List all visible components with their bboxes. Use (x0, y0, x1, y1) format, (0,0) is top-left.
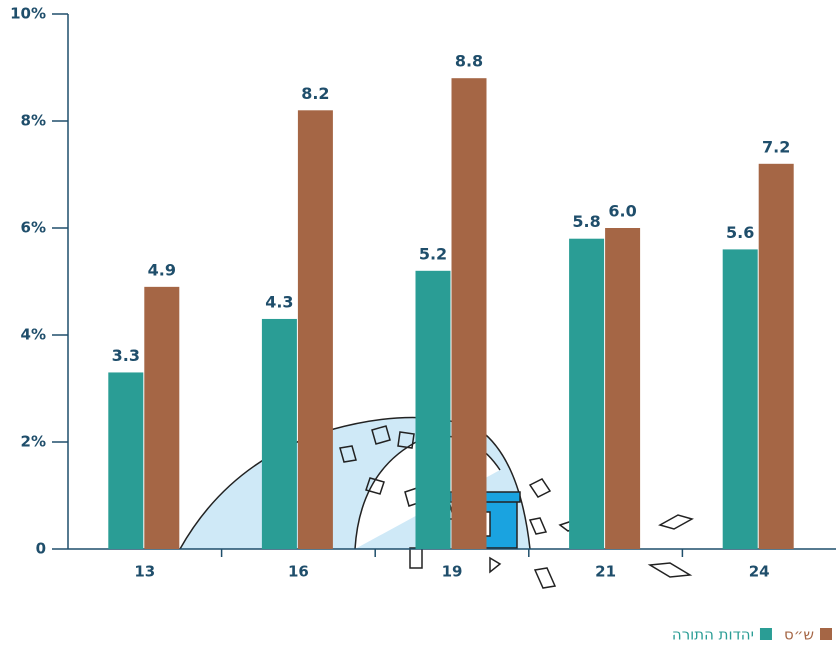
bar (297, 110, 333, 550)
bar (722, 249, 758, 549)
legend-label: יהדות התורה (672, 626, 754, 644)
x-tick-label: 13 (134, 563, 155, 581)
value-label: 3.3 (112, 346, 140, 365)
value-label: 4.3 (265, 292, 293, 311)
value-label: 7.2 (762, 137, 790, 156)
y-tick-label: 2% (21, 433, 46, 451)
y-tick-label: 10% (10, 5, 46, 23)
value-label: 5.2 (419, 244, 447, 263)
value-label: 8.2 (301, 84, 329, 103)
value-label: 8.8 (455, 52, 483, 71)
y-tick-label: 0 (36, 540, 46, 558)
legend-swatch (820, 628, 832, 640)
value-label: 6.0 (608, 202, 636, 221)
value-label: 5.8 (572, 212, 600, 231)
value-label: 4.9 (148, 260, 176, 279)
bar (108, 372, 144, 549)
bar (569, 238, 605, 549)
y-tick-label: 4% (21, 326, 46, 344)
y-tick-label: 6% (21, 219, 46, 237)
bar (451, 78, 487, 549)
x-tick-label: 19 (442, 563, 463, 581)
bar (144, 286, 180, 549)
x-tick-label: 16 (288, 563, 309, 581)
y-tick-label: 8% (21, 112, 46, 130)
bar (261, 318, 297, 549)
bar (605, 228, 641, 549)
bar (415, 270, 451, 549)
x-tick-label: 21 (595, 563, 616, 581)
legend-label: ש״ס (784, 626, 814, 644)
bar (758, 163, 794, 550)
legend-swatch (759, 628, 772, 640)
value-label: 5.6 (726, 223, 754, 242)
x-tick-label: 24 (749, 563, 770, 581)
